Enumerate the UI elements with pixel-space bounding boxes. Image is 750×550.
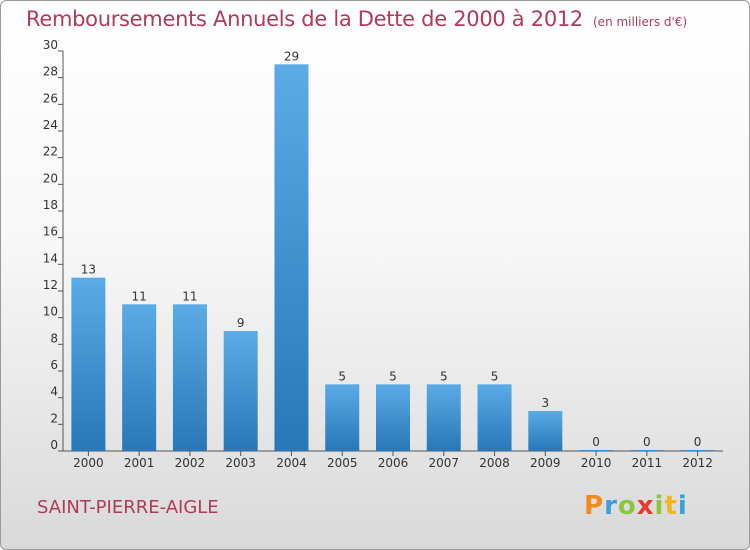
bar-2008 [477, 384, 512, 451]
y-tick-label: 4 [50, 385, 58, 399]
y-tick-label: 26 [43, 91, 58, 105]
y-tick-label: 10 [43, 305, 58, 319]
bar-value-label: 13 [81, 263, 96, 277]
bar-value-label: 9 [237, 316, 245, 330]
y-tick-label: 2 [50, 411, 58, 425]
proxiti-logo[interactable]: Proxiti [584, 491, 688, 521]
commune-name: SAINT-PIERRE-AIGLE [37, 497, 219, 518]
y-tick-label: 20 [43, 171, 58, 185]
x-tick-label: 2009 [530, 456, 561, 470]
logo-letter: i [654, 491, 665, 521]
bars [71, 64, 715, 452]
y-tick-label: 30 [43, 38, 58, 52]
bar-2003 [223, 331, 258, 451]
bar-2002 [172, 304, 207, 451]
chart-subtitle: (en milliers d'€) [593, 15, 688, 29]
y-tick-label: 8 [50, 331, 58, 345]
x-tick-label: 2007 [428, 456, 459, 470]
x-tick-label: 2002 [175, 456, 206, 470]
bar-value-label: 11 [182, 289, 197, 303]
bar-value-label: 0 [694, 435, 702, 449]
y-tick-label: 18 [43, 198, 58, 212]
y-tick-label: 6 [50, 358, 58, 372]
labels: 13 2000 11 2001 11 2002 9 2003 29 2004 5 2005 5 2006 5… [73, 49, 713, 470]
logo-letter: r [604, 491, 618, 521]
logo-letter: o [617, 491, 637, 521]
bar-2000 [71, 277, 106, 451]
bar-2004 [274, 64, 309, 452]
bar-value-label: 0 [592, 435, 600, 449]
y-tick-label: 28 [43, 65, 58, 79]
x-tick-label: 2006 [378, 456, 409, 470]
bar-value-label: 5 [491, 369, 499, 383]
x-tick-label: 2010 [581, 456, 612, 470]
logo-letter: x [636, 491, 655, 521]
bar-value-label: 11 [132, 289, 147, 303]
y-tick-label: 16 [43, 225, 58, 239]
bar-2001 [122, 304, 157, 451]
x-tick-label: 2008 [479, 456, 510, 470]
bar-2006 [376, 384, 410, 451]
bar-2010 [579, 450, 614, 451]
bar-2005 [325, 384, 360, 451]
x-tick-label: 2004 [276, 456, 307, 470]
bar-value-label: 3 [541, 396, 549, 410]
chart-title: Remboursements Annuels de la Dette de 20… [26, 7, 687, 31]
bar-value-label: 5 [440, 369, 448, 383]
title-text: Remboursements Annuels de la Dette de 20… [26, 7, 583, 31]
x-tick-label: 2005 [327, 456, 358, 470]
bar-value-label: 5 [389, 369, 397, 383]
x-tick-label: 2012 [682, 456, 713, 470]
bar-value-label: 5 [338, 369, 346, 383]
x-tick-label: 2001 [124, 456, 155, 470]
bar-2012 [680, 450, 715, 451]
y-tick-label: 22 [43, 145, 58, 159]
bar-2011 [629, 450, 664, 451]
y-tick-label: 12 [43, 278, 58, 292]
bar-2009 [528, 411, 563, 451]
logo-letter: i [677, 491, 688, 521]
y-tick-label: 0 [50, 438, 58, 452]
bar-2007 [426, 384, 461, 451]
logo-letter: t [664, 491, 678, 521]
bar-value-label: 29 [284, 49, 299, 63]
bar-value-label: 0 [643, 435, 651, 449]
y-tick-label: 24 [43, 118, 58, 132]
x-tick-label: 2011 [632, 456, 663, 470]
y-tick-label: 14 [43, 251, 58, 265]
logo-letter: P [584, 491, 605, 521]
x-tick-label: 2003 [225, 456, 256, 470]
x-tick-label: 2000 [73, 456, 104, 470]
